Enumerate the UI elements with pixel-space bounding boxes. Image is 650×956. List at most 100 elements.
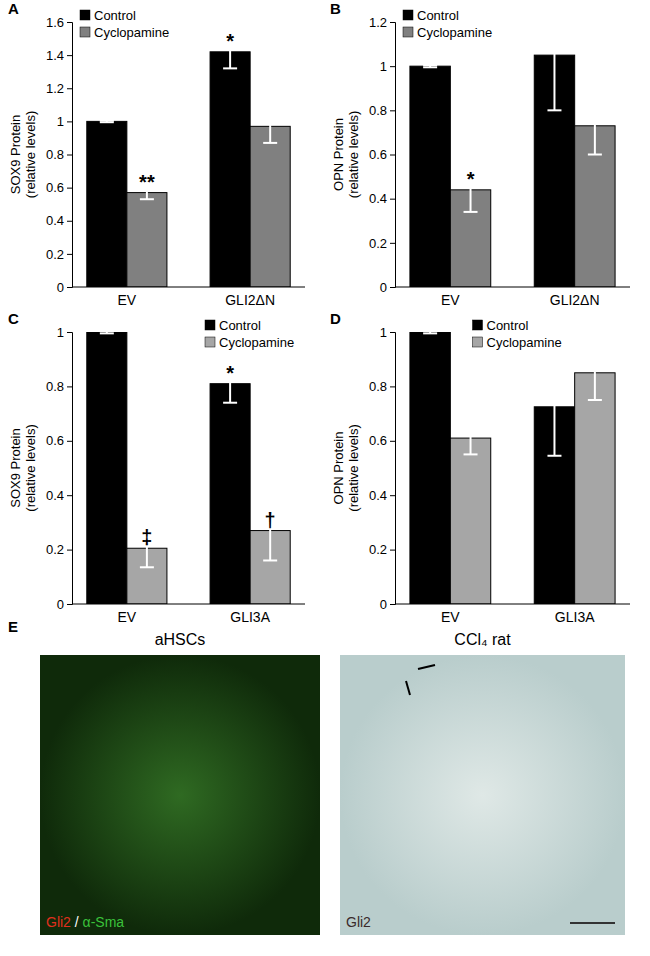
error-stem (594, 346, 596, 400)
tick-label: 0.2 (46, 247, 64, 262)
significance-mark: * (226, 362, 234, 384)
tick-label: 0.4 (46, 213, 64, 228)
error-stem (553, 22, 555, 110)
chart-panel: B*00.20.40.60.811.2EVGLI2ΔNOPN Protein(r… (330, 0, 630, 308)
legend-label: Control (94, 8, 136, 23)
error-cap (223, 402, 237, 404)
error-stem (470, 422, 472, 455)
error-bar (263, 501, 277, 561)
tick-label: 0.6 (46, 433, 64, 448)
arrow (406, 681, 410, 695)
tick: 0.4 (46, 488, 72, 503)
significance-mark: ‡ (141, 526, 152, 548)
tick-mark (67, 441, 72, 442)
tick: 1 (380, 59, 395, 74)
image-title: CCl₄ rat (454, 631, 511, 648)
tick-label: EV (118, 609, 137, 625)
axis-line (72, 604, 305, 605)
significance-mark: * (226, 30, 234, 52)
error-cap (547, 357, 561, 359)
tick: 0.4 (369, 191, 395, 206)
y-axis: 00.20.40.60.81 (46, 325, 73, 612)
tick-label: 1 (57, 114, 64, 129)
error-bar (547, 358, 561, 456)
tick-label: 0.6 (369, 147, 387, 162)
tick: 1.2 (369, 15, 395, 30)
y-axis: 00.20.40.60.811.21.41.6 (46, 15, 73, 295)
bar (87, 121, 127, 287)
axis-line (67, 333, 73, 605)
tick-mark (67, 287, 72, 288)
tick-mark (390, 287, 395, 288)
tick-mark (67, 55, 72, 56)
tick-mark (390, 441, 395, 442)
tick-mark (390, 604, 395, 605)
tick: 0.8 (46, 379, 72, 394)
error-cap (588, 154, 602, 156)
error-bar (423, 65, 437, 67)
tick-label: EV (118, 292, 137, 308)
micrograph (40, 655, 320, 935)
significance-mark: ** (139, 171, 155, 193)
tick-label: GLI3A (230, 609, 270, 625)
significance-mark: † (265, 509, 276, 531)
y-axis-title: SOX9 Protein(relative levels) (8, 111, 38, 198)
bar (575, 373, 615, 604)
tick: 1.6 (46, 15, 72, 30)
error-bar (464, 168, 478, 212)
tick: 0 (57, 280, 72, 295)
tick-mark (67, 550, 72, 551)
error-cap (140, 198, 154, 200)
tick: 0 (57, 597, 72, 612)
bar (127, 193, 167, 287)
x-axis: EV GLI2ΔN (72, 287, 305, 308)
y-axis-title: OPN Protein(relative levels) (331, 111, 361, 198)
tick: EV (118, 604, 137, 625)
legend-label: Control (487, 318, 529, 333)
legend-label: Control (219, 318, 261, 333)
x-axis: EVGLI2ΔN (395, 287, 630, 308)
tick: GLI2ΔN (225, 287, 275, 308)
error-cap (423, 66, 437, 68)
error-cap (547, 455, 561, 457)
error-cap (100, 332, 114, 334)
legend-swatch (473, 320, 483, 330)
tick: 0.6 (46, 433, 72, 448)
figure: A***00.20.40.60.811.21.41.6EVGLI2ΔNSOX9 … (0, 0, 650, 956)
error-cap (100, 120, 114, 122)
tick-mark (67, 221, 72, 222)
tick-label: 0.4 (46, 488, 64, 503)
panel-label: B (330, 0, 341, 17)
legend-label: Cyclopamine (487, 335, 562, 350)
panel-label: E (8, 618, 18, 635)
stain-label: / (71, 914, 83, 930)
panel-label: D (330, 310, 341, 327)
tick: 0 (380, 597, 395, 612)
tick-mark (390, 243, 395, 244)
legend: ControlCyclopamine (80, 8, 169, 40)
tick-label: 0.2 (369, 542, 387, 557)
tick-label: 0.2 (46, 542, 64, 557)
error-bar (588, 346, 602, 400)
legend-swatch (403, 10, 413, 20)
axis-line (67, 23, 73, 288)
tick: 0.8 (369, 103, 395, 118)
tick-mark (390, 110, 395, 111)
error-bar (423, 332, 437, 333)
tick-label: 0.8 (369, 379, 387, 394)
legend-swatch (80, 10, 90, 20)
error-bar (547, 22, 561, 110)
tick-mark (67, 88, 72, 89)
tick-mark (390, 22, 395, 23)
tick: 0.8 (369, 379, 395, 394)
y-axis-title: SOX9 Protein(relative levels) (8, 424, 38, 511)
error-cap (140, 566, 154, 568)
tick: 0.6 (46, 180, 72, 195)
error-cap (547, 109, 561, 111)
legend-swatch (80, 27, 90, 37)
chart-panel: A***00.20.40.60.811.21.41.6EVGLI2ΔNSOX9 … (8, 0, 305, 308)
tick-label: 1.2 (369, 15, 387, 30)
bar (210, 52, 250, 287)
significance-mark: * (467, 168, 475, 190)
tick: GLI3A (230, 604, 270, 625)
